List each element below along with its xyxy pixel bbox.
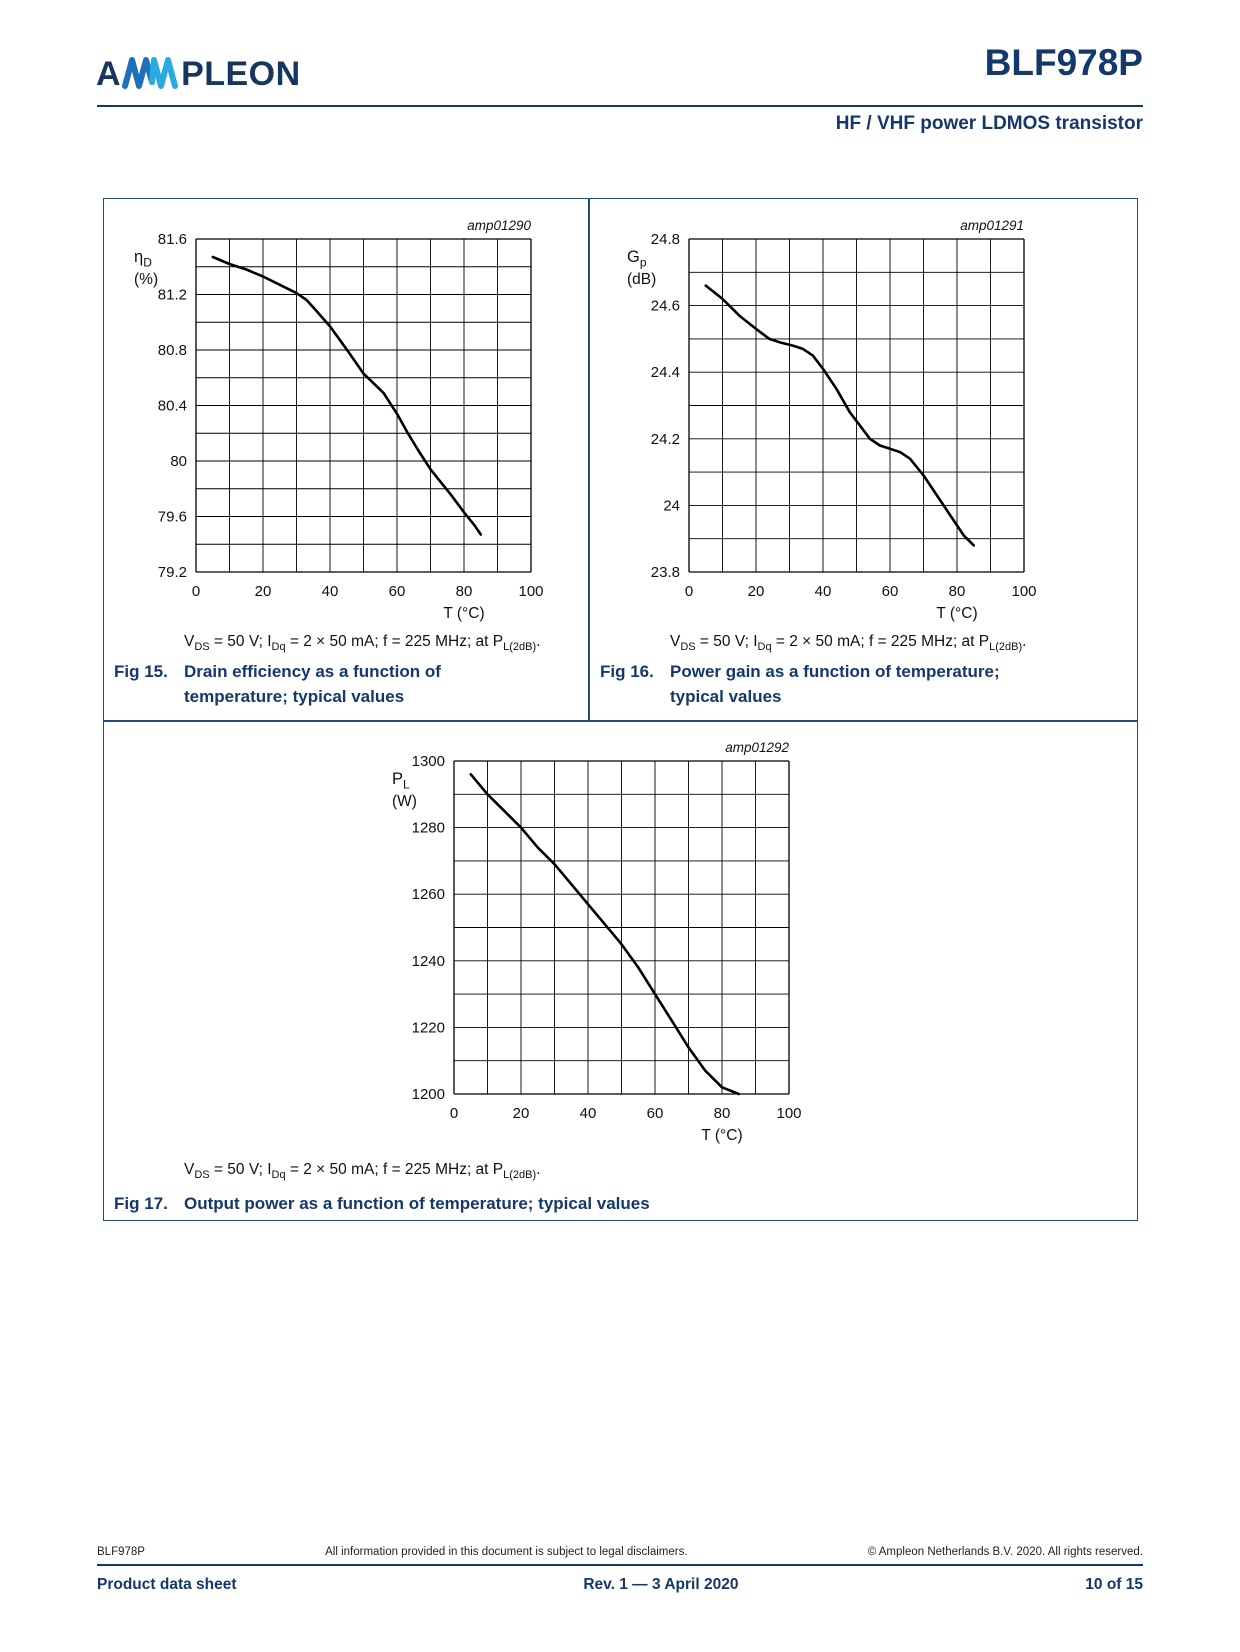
svg-text:1280: 1280 [412,820,445,837]
y-axis-title: PL [392,770,410,792]
svg-text:40: 40 [580,1105,597,1122]
svg-text:24.2: 24.2 [651,431,680,448]
svg-text:79.6: 79.6 [158,509,187,526]
data-curve [211,255,483,536]
footer-product-code: BLF978P [97,1546,145,1558]
svg-text:80: 80 [949,583,966,600]
logo-text-a: A [96,54,122,93]
svg-text:1300: 1300 [412,753,445,770]
svg-text:24.4: 24.4 [651,364,680,381]
fig17-conditions: VDS = 50 V; IDq = 2 × 50 mA; f = 225 MHz… [184,1161,541,1182]
ampleon-wave-icon [122,54,180,95]
chart-svg: 0 20 40 60 80 100 23.8 24 24.2 24.4 24.6 24.8 amp012… [627,218,1037,622]
fig15-caption: Fig 15. Drain efficiency as a function o… [114,659,549,709]
fig16-chart: 0 20 40 60 80 100 23.8 24 24.2 24.4 24.6 24.8 amp012… [599,199,1044,632]
fig16-caption-label: Fig 16. [600,662,654,681]
svg-text:80.8: 80.8 [158,342,187,359]
fig17-chart: 0 20 40 60 80 100 1200 1220 1240 1260 1280 1300 amp0… [364,721,809,1154]
svg-text:0: 0 [450,1105,458,1122]
footer-doc-type: Product data sheet [97,1576,237,1593]
y-axis-unit: (W) [392,793,417,810]
y-axis-unit: (%) [134,271,158,288]
svg-text:1240: 1240 [412,953,445,970]
fig16-caption: Fig 16. Power gain as a function of temp… [600,659,1050,709]
svg-text:60: 60 [389,583,406,600]
fig15-conditions: VDS = 50 V; IDq = 2 × 50 mA; f = 225 MHz… [184,633,541,654]
fig17-caption-label: Fig 17. [114,1194,168,1213]
svg-text:24: 24 [663,497,680,514]
svg-text:40: 40 [322,583,339,600]
footer-meta-row: Product data sheet Rev. 1 — 3 April 2020… [97,1576,1143,1594]
svg-text:24.8: 24.8 [651,231,680,248]
fig15-chart: 0 20 40 60 80 100 79.2 79.6 80 80.4 80.8 81.2 81.6 am… [106,199,551,632]
footer-info-row: BLF978P All information provided in this… [97,1546,1143,1558]
x-axis-title: T (°C) [936,605,977,622]
figures-panel: 0 20 40 60 80 100 79.2 79.6 80 80.4 80.8 81.2 81.6 am… [103,198,1138,1221]
ampleon-logo: A PLEON [96,52,301,95]
footer-revision: Rev. 1 — 3 April 2020 [583,1576,739,1593]
y-axis-unit: (dB) [627,271,656,288]
footer-divider [97,1564,1143,1566]
chart-code: amp01290 [467,218,531,233]
svg-text:23.8: 23.8 [651,564,680,581]
x-axis-title: T (°C) [701,1127,742,1144]
fig17-caption: Fig 17. Output power as a function of te… [114,1191,1084,1216]
footer-disclaimer: All information provided in this documen… [325,1546,688,1558]
logo-text-pleon: PLEON [181,54,301,93]
svg-text:80: 80 [456,583,473,600]
svg-text:60: 60 [882,583,899,600]
x-axis-title: T (°C) [443,605,484,622]
chart-grid [195,238,532,573]
chart-svg: 0 20 40 60 80 100 79.2 79.6 80 80.4 80.8 81.2 81.6 am… [134,218,544,622]
svg-text:1260: 1260 [412,886,445,903]
footer-copyright: © Ampleon Netherlands B.V. 2020. All rig… [867,1546,1143,1558]
svg-text:80: 80 [714,1105,731,1122]
vertical-divider [588,199,590,720]
y-axis-title: Gp [627,248,647,270]
chart-tick-labels: 0 20 40 60 80 100 79.2 79.6 80 80.4 80.8 81.2 81.6 [158,231,544,600]
fig16-caption-text: Power gain as a function of temperature;… [670,662,1000,706]
svg-text:81.6: 81.6 [158,231,187,248]
svg-text:1200: 1200 [412,1086,445,1103]
y-axis-title: ηD [134,248,152,270]
chart-tick-labels: 0 20 40 60 80 100 1200 1220 1240 1260 1280 1300 [412,753,802,1122]
svg-text:100: 100 [1011,583,1036,600]
fig15-caption-label: Fig 15. [114,662,168,681]
svg-text:79.2: 79.2 [158,564,187,581]
header-divider [97,105,1143,107]
svg-text:20: 20 [748,583,765,600]
chart-svg: 0 20 40 60 80 100 1200 1220 1240 1260 1280 1300 amp0… [392,740,802,1144]
svg-text:0: 0 [685,583,693,600]
svg-text:100: 100 [776,1105,801,1122]
chart-tick-labels: 0 20 40 60 80 100 23.8 24 24.2 24.4 24.6 24.8 [651,231,1037,600]
fig16-conditions: VDS = 50 V; IDq = 2 × 50 mA; f = 225 MHz… [670,633,1027,654]
chart-grid [453,760,790,1095]
footer-page-number: 10 of 15 [1085,1576,1143,1593]
chart-code: amp01291 [960,218,1024,233]
fig15-caption-text: Drain efficiency as a function of temper… [184,662,441,706]
page-title: BLF978P [984,42,1143,83]
svg-text:20: 20 [255,583,272,600]
fig17-caption-text: Output power as a function of temperatur… [184,1194,650,1213]
horizontal-divider [104,720,1137,722]
svg-text:80.4: 80.4 [158,398,187,415]
chart-grid [688,238,1025,573]
data-curve [704,284,976,547]
svg-text:60: 60 [647,1105,664,1122]
chart-code: amp01292 [725,740,789,755]
svg-text:100: 100 [518,583,543,600]
svg-text:20: 20 [513,1105,530,1122]
svg-text:81.2: 81.2 [158,287,187,304]
svg-text:80: 80 [170,453,187,470]
svg-text:1220: 1220 [412,1019,445,1036]
svg-text:40: 40 [815,583,832,600]
data-curve [469,772,741,1096]
svg-text:24.6: 24.6 [651,298,680,315]
svg-text:0: 0 [192,583,200,600]
page-subtitle: HF / VHF power LDMOS transistor [835,113,1143,134]
